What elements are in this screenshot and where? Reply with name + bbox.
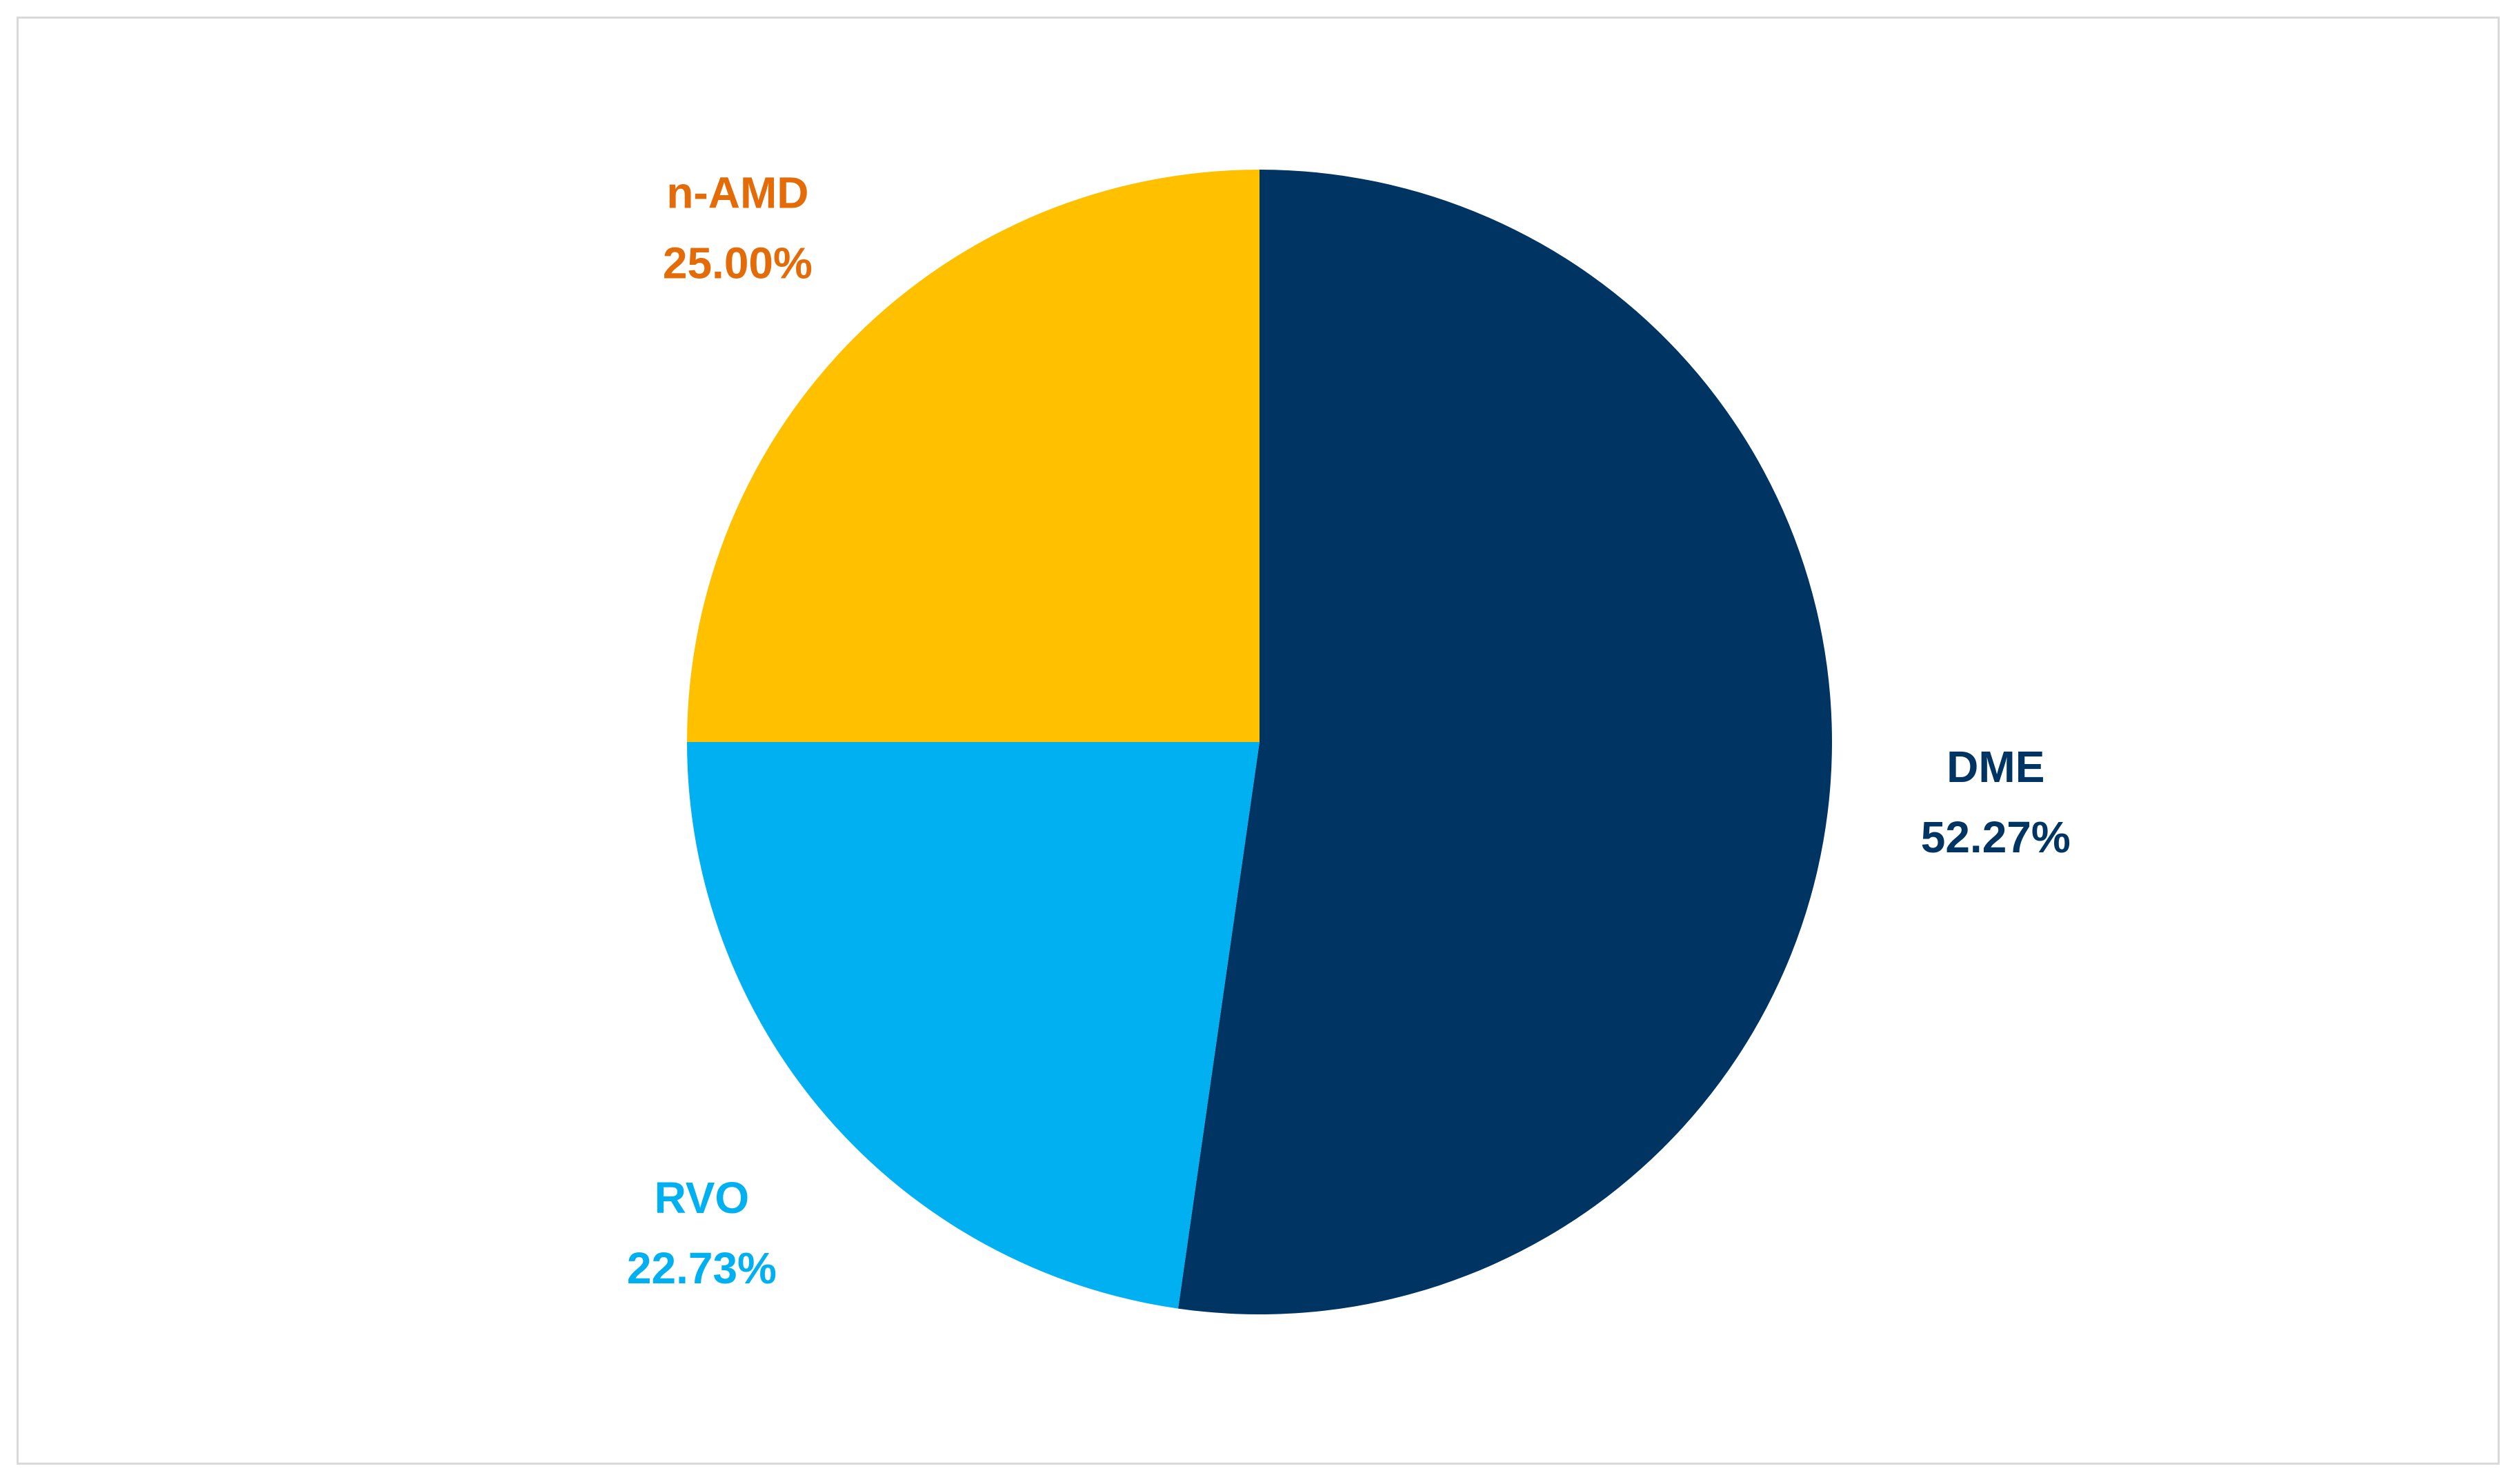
slice-value-label-rvo: 22.73% <box>627 1243 777 1293</box>
slice-label-dme: DME <box>1946 742 2044 792</box>
slice-value-label-n-amd: 25.00% <box>663 238 813 288</box>
slice-value-label-dme: 52.27% <box>1921 812 2071 862</box>
slice-labels: DME 52.27% RVO 22.73% n-AMD 25.00% <box>627 168 2071 1292</box>
slice-label-n-amd: n-AMD <box>666 168 808 217</box>
slice-label-rvo: RVO <box>655 1173 750 1223</box>
pie-slice-rvo <box>687 742 1260 1309</box>
pie-slices <box>687 170 1833 1314</box>
pie-slice-dme <box>1178 170 1833 1314</box>
pie-slice-n-amd <box>687 170 1260 742</box>
